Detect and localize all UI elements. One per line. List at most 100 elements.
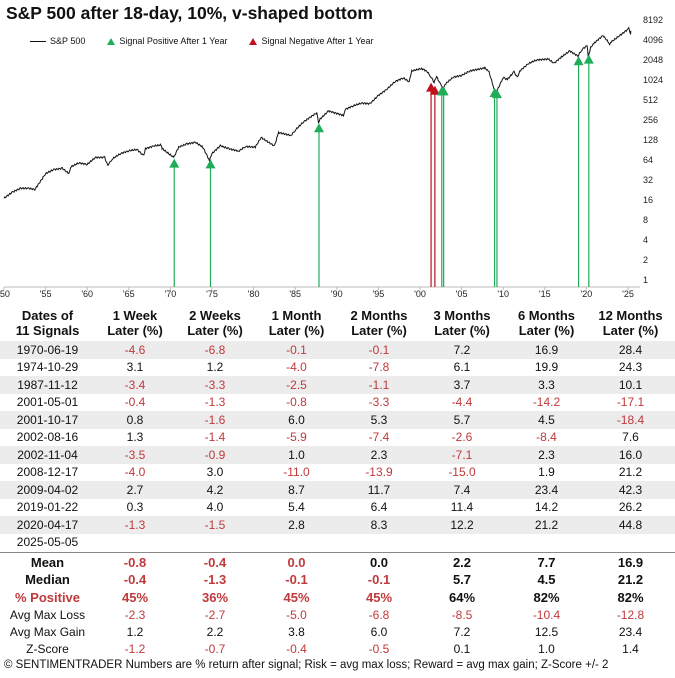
return-cell: -15.0 [448, 465, 476, 480]
return-cell: -5.9 [286, 430, 307, 445]
summary-cell: -6.8 [368, 607, 390, 622]
summary-cell: -0.4 [286, 642, 307, 657]
return-cell: 5.7 [453, 412, 471, 427]
return-cell: 0.8 [126, 412, 144, 427]
table-row: 2009-04-02 2.7 4.2 8.7 11.7 7.4 23.4 42.3 [0, 481, 675, 499]
column-header-line: Later (%) [187, 323, 243, 338]
column-header-line: Later (%) [518, 323, 575, 338]
summary-label: Mean [30, 555, 65, 571]
column-header-line: Later (%) [434, 323, 490, 338]
summary-cell: 45% [121, 589, 149, 605]
signal-marker-2002-11-04 [438, 86, 449, 96]
summary-cell: 12.5 [534, 624, 559, 639]
signal-date: 2001-10-17 [16, 412, 79, 427]
summary-cell: 1.0 [538, 642, 555, 657]
summary-cell: 7.2 [453, 624, 471, 639]
legend-label: Signal Negative After 1 Year [261, 36, 374, 46]
return-cell: 42.3 [618, 482, 643, 497]
return-cell: -4.4 [451, 395, 473, 410]
column-header-line: Later (%) [602, 323, 659, 338]
summary-cell: 82% [617, 589, 644, 605]
summary-cell: -0.5 [368, 642, 390, 657]
summary-cell: 82% [533, 589, 560, 605]
return-cell: 11.4 [450, 500, 474, 515]
table-row: 2008-12-17 -4.0 3.0 -11.0 -13.9 -15.0 1.9 21.2 [0, 464, 675, 482]
column-header-line: 2 Weeks [189, 308, 241, 323]
signal-date: 1987-11-12 [17, 377, 78, 392]
return-cell: 6.0 [288, 412, 305, 427]
return-cell: 26.2 [618, 500, 643, 515]
x-tick-label: '80 [248, 289, 260, 299]
return-cell: 8.3 [370, 517, 388, 532]
return-cell: -7.8 [368, 360, 390, 375]
summary-cell: -12.8 [616, 607, 645, 622]
return-cell: -1.5 [204, 517, 226, 532]
summary-cell: -0.1 [367, 572, 391, 588]
summary-row: Median -0.4 -1.3 -0.1 -0.1 5.7 4.5 21.2 [0, 571, 675, 588]
summary-cell: 3.8 [288, 624, 305, 639]
y-tick-label: 16 [643, 195, 653, 205]
summary-cell: -1.3 [203, 572, 227, 588]
x-tick-label: '00 [414, 289, 426, 299]
return-cell: -0.1 [286, 342, 307, 357]
signal-date: 2002-11-04 [17, 447, 78, 462]
return-cell: 2.3 [370, 447, 388, 462]
summary-cell: 21.2 [617, 572, 644, 588]
column-header: 1 Month Later (%) [255, 308, 338, 338]
summary-cell: -5.0 [286, 607, 307, 622]
return-cell: -3.5 [124, 447, 146, 462]
return-cell: 6.1 [453, 360, 471, 375]
column-header-line: 6 Months [517, 308, 576, 323]
summary-row: Mean -0.8 -0.4 0.0 0.0 2.2 7.7 16.9 [0, 554, 675, 571]
y-tick-label: 512 [643, 95, 658, 105]
return-cell: 7.6 [622, 430, 639, 445]
summary-cell: 1.4 [622, 642, 639, 657]
column-header-line: Later (%) [107, 323, 163, 338]
table-row: 2001-05-01 -0.4 -1.3 -0.8 -3.3 -4.4 -14.2 -17.1 [0, 394, 675, 412]
summary-cell: -10.4 [532, 607, 561, 622]
table-row: 2020-04-17 -1.3 -1.5 2.8 8.3 12.2 21.2 44.8 [0, 516, 675, 534]
summary-cell: -0.4 [123, 572, 147, 588]
table-row: 1987-11-12 -3.4 -3.3 -2.5 -1.1 3.7 3.3 10.1 [0, 376, 675, 394]
signal-date: 2009-04-02 [16, 482, 79, 497]
return-cell: -1.6 [204, 412, 226, 427]
signal-date: 2025-05-05 [16, 535, 79, 550]
signal-date: 1970-06-19 [16, 342, 79, 357]
column-header: 1 Week Later (%) [95, 308, 175, 338]
x-tick-label: '70 [165, 289, 177, 299]
return-cell: -2.5 [286, 377, 307, 392]
summary-cell: 4.5 [537, 572, 556, 588]
return-cell: -18.4 [616, 412, 645, 427]
column-header-line: 2 Months [350, 308, 408, 323]
return-cell: 5.3 [370, 412, 388, 427]
legend-item-positive: Signal Positive After 1 Year [107, 36, 227, 46]
table-header: Dates of 11 Signals 1 Week Later (%) 2 Weeks… [0, 305, 675, 341]
return-cell: -0.9 [204, 447, 226, 462]
return-cell: 3.0 [206, 465, 224, 480]
return-cell: -4.0 [286, 360, 307, 375]
y-tick-label: 128 [643, 135, 658, 145]
return-cell: -3.3 [368, 395, 390, 410]
signal-marker-1987-11-12 [313, 123, 324, 133]
return-cell: 1.0 [288, 447, 305, 462]
summary-cell: 45% [283, 589, 310, 605]
x-tick-label: '65 [123, 289, 135, 299]
summary-cell: -0.1 [285, 572, 308, 588]
x-tick-label: '50 [0, 289, 10, 299]
summary-cell: -8.5 [451, 607, 473, 622]
column-header: 6 Months Later (%) [504, 308, 589, 338]
summary-label: Z-Score [26, 642, 69, 657]
return-cell: 1.2 [206, 360, 224, 375]
summary-cell: 0.0 [287, 555, 306, 571]
x-tick-label: '95 [373, 289, 385, 299]
legend-label: Signal Positive After 1 Year [119, 36, 228, 46]
return-cell: 4.5 [538, 412, 555, 427]
y-tick-label: 4 [643, 235, 648, 245]
x-tick-label: '85 [289, 289, 301, 299]
table-row: 2001-10-17 0.8 -1.6 6.0 5.3 5.7 4.5 -18.4 [0, 411, 675, 429]
red-triangle-icon [249, 37, 258, 45]
sp500-line [3, 26, 632, 199]
line-swatch-icon [30, 40, 46, 42]
return-cell: 16.0 [618, 447, 643, 462]
return-cell: 6.4 [370, 500, 388, 515]
